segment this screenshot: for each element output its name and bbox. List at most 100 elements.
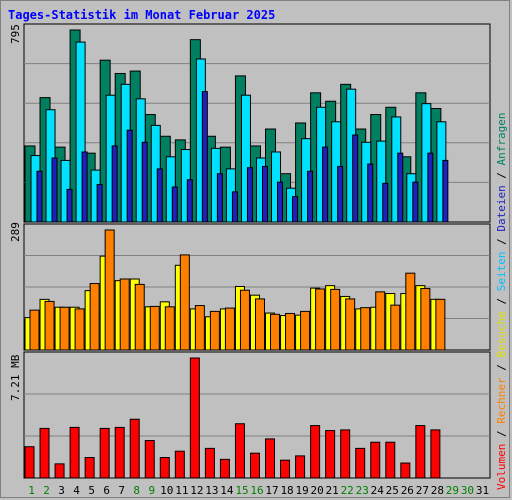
bar-seiten-day-2 xyxy=(51,157,58,223)
bar-volumen-day-17 xyxy=(265,438,276,479)
bar-rechner-day-27 xyxy=(420,288,431,351)
bar-seiten-day-9 xyxy=(156,168,163,223)
bar-volumen-day-8 xyxy=(129,418,140,479)
bar-dateien-day-24 xyxy=(376,140,387,223)
bar-seiten-day-21 xyxy=(337,165,344,223)
bar-rechner-day-9 xyxy=(149,305,160,351)
bar-rechner-day-22 xyxy=(345,298,356,351)
x-tick-label-day-23: 23 xyxy=(356,484,369,497)
bar-seiten-day-11 xyxy=(186,179,193,223)
bar-volumen-day-20 xyxy=(310,425,321,479)
bar-volumen-day-28 xyxy=(430,429,441,479)
x-tick-label-day-1: 1 xyxy=(28,484,35,497)
bar-volumen-day-15 xyxy=(234,423,245,479)
bar-rechner-day-26 xyxy=(405,272,416,351)
bar-volumen-day-23 xyxy=(355,447,366,479)
bar-rechner-day-11 xyxy=(179,254,190,351)
x-tick-label-day-8: 8 xyxy=(133,484,140,497)
bar-rechner-day-1 xyxy=(29,309,40,351)
bar-seiten-day-27 xyxy=(427,152,434,223)
bar-rechner-day-7 xyxy=(119,278,130,351)
bar-rechner-day-10 xyxy=(164,306,175,351)
x-tick-label-day-15: 15 xyxy=(235,484,248,497)
bar-volumen-day-19 xyxy=(295,455,306,479)
x-tick-label-day-12: 12 xyxy=(190,484,203,497)
bar-seiten-day-12 xyxy=(201,91,208,223)
bar-seiten-day-8 xyxy=(141,141,148,223)
chart-title: Tages-Statistik im Monat Februar 2025 xyxy=(8,8,276,22)
x-tick-label-day-10: 10 xyxy=(160,484,173,497)
bar-volumen-day-27 xyxy=(415,425,426,479)
x-tick-label-day-29: 29 xyxy=(446,484,459,497)
bar-rechner-day-19 xyxy=(300,310,311,351)
x-tick-label-day-28: 28 xyxy=(431,484,444,497)
bar-rechner-day-14 xyxy=(224,307,235,351)
bar-seiten-day-28 xyxy=(442,159,449,223)
x-tick-label-day-14: 14 xyxy=(220,484,234,497)
bar-volumen-day-3 xyxy=(54,463,65,479)
bar-rechner-day-3 xyxy=(59,306,70,351)
bar-rechner-day-4 xyxy=(74,308,85,351)
x-tick-label-day-6: 6 xyxy=(103,484,110,497)
bar-volumen-day-14 xyxy=(219,458,230,479)
bar-seiten-day-5 xyxy=(96,184,103,223)
x-tick-label-day-19: 19 xyxy=(295,484,308,497)
x-tick-label-day-7: 7 xyxy=(118,484,125,497)
bar-volumen-day-24 xyxy=(370,441,381,479)
x-tick-label-day-18: 18 xyxy=(280,484,293,497)
bar-seiten-day-15 xyxy=(246,167,253,223)
bar-rechner-day-21 xyxy=(330,288,341,351)
bar-rechner-day-23 xyxy=(360,307,371,351)
bar-rechner-day-28 xyxy=(435,298,446,351)
x-tick-label-day-2: 2 xyxy=(43,484,50,497)
bar-volumen-day-12 xyxy=(189,357,200,479)
bar-volumen-day-22 xyxy=(340,429,351,479)
bar-rechner-day-6 xyxy=(104,229,115,351)
bar-volumen-day-21 xyxy=(325,430,336,479)
x-tick-label-day-25: 25 xyxy=(386,484,399,497)
bar-volumen-day-16 xyxy=(249,452,260,479)
bar-rechner-day-24 xyxy=(375,291,386,351)
x-tick-label-day-27: 27 xyxy=(416,484,429,497)
x-tick-label-day-3: 3 xyxy=(58,484,65,497)
bar-seiten-day-10 xyxy=(171,186,178,223)
x-tick-label-day-13: 13 xyxy=(205,484,218,497)
bar-rechner-day-8 xyxy=(134,283,145,351)
bar-volumen-day-5 xyxy=(84,457,95,479)
bar-volumen-day-18 xyxy=(280,459,291,479)
bar-rechner-day-25 xyxy=(390,304,401,351)
x-tick-label-day-21: 21 xyxy=(326,484,339,497)
bar-seiten-day-20 xyxy=(322,146,329,223)
x-tick-label-day-17: 17 xyxy=(265,484,278,497)
bar-rechner-day-12 xyxy=(194,305,205,351)
bar-rechner-day-15 xyxy=(239,289,250,351)
bar-volumen-day-9 xyxy=(144,440,155,479)
x-tick-label-day-26: 26 xyxy=(401,484,414,497)
bar-dateien-day-15 xyxy=(240,94,251,223)
bar-seiten-day-4 xyxy=(81,151,88,223)
bar-rechner-day-13 xyxy=(209,310,220,351)
bar-seiten-day-23 xyxy=(367,163,374,223)
bar-dateien-day-4 xyxy=(75,41,86,223)
x-tick-label-day-9: 9 xyxy=(148,484,155,497)
bar-seiten-day-22 xyxy=(352,134,359,223)
bar-seiten-day-6 xyxy=(111,145,118,223)
bar-seiten-day-25 xyxy=(397,152,404,223)
x-tick-label-day-16: 16 xyxy=(250,484,263,497)
x-tick-label-day-4: 4 xyxy=(73,484,80,497)
x-tick-label-day-30: 30 xyxy=(461,484,474,497)
bar-volumen-day-25 xyxy=(385,441,396,479)
bar-volumen-day-6 xyxy=(99,427,110,479)
bar-rechner-day-2 xyxy=(44,300,55,351)
bar-rechner-day-20 xyxy=(315,288,326,351)
bar-rechner-day-16 xyxy=(254,298,265,351)
bar-seiten-day-19 xyxy=(307,170,314,223)
bar-seiten-day-16 xyxy=(261,165,268,223)
bar-volumen-day-4 xyxy=(69,426,80,479)
x-tick-label-day-22: 22 xyxy=(341,484,354,497)
bar-seiten-day-7 xyxy=(126,129,133,223)
bar-volumen-day-26 xyxy=(400,462,411,479)
bar-seiten-day-26 xyxy=(412,181,419,223)
bar-rechner-day-18 xyxy=(285,312,296,351)
